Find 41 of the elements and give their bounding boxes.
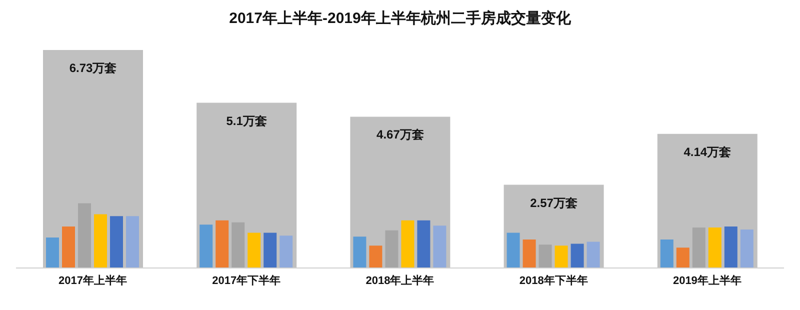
bar [724,226,738,268]
bar [660,239,674,268]
bar [94,214,107,268]
bar [417,220,430,268]
bar [740,229,754,268]
bar [506,232,520,268]
bar [248,232,261,268]
data-label: 6.73万套 [69,61,117,75]
bar [264,232,277,268]
bar [200,224,213,268]
x-tick-label: 2018年上半年 [366,274,434,287]
bar [78,203,91,268]
data-label: 4.67万套 [376,128,424,142]
bar [385,230,398,268]
bar [586,242,600,268]
bar [570,244,584,268]
data-label: 5.1万套 [226,114,267,128]
bar [401,220,414,268]
bar [554,246,568,268]
x-tick-label: 2017年下半年 [212,274,281,287]
bar [232,222,245,268]
bar [280,236,293,268]
bar [62,226,75,268]
bar [708,228,722,268]
bar [216,220,229,268]
bar [433,226,446,268]
bar [353,236,366,268]
bar [369,246,382,268]
x-tick-label: 2017年上半年 [58,274,128,287]
bar [538,244,552,268]
chart-title: 2017年上半年-2019年上半年杭州二手房成交量变化 [228,9,572,29]
x-tick-label: 2019年上半年 [672,274,742,287]
bar [110,216,123,268]
data-label: 4.14万套 [684,144,732,159]
bar [692,228,706,268]
bar [676,248,690,268]
data-label: 2.57万套 [530,196,578,210]
bar [126,216,139,268]
x-tick-label: 2018年下半年 [519,274,588,287]
bar [46,238,59,268]
bar [522,239,536,268]
